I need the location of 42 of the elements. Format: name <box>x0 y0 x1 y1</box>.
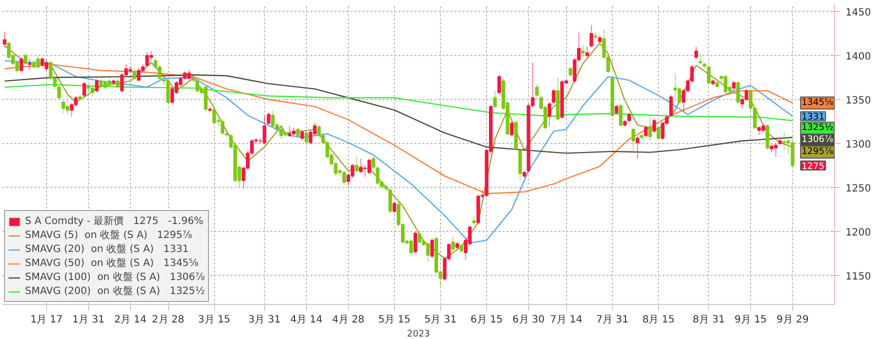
legend-label: SMAVG (5) on 收盤 (S A) 1295⅞ <box>25 229 192 242</box>
x-tick-label: 2月 14 <box>114 314 146 326</box>
x-tick-label: 5月 31 <box>424 314 457 326</box>
x-tick-label: 1月 31 <box>72 314 105 326</box>
line-series <box>4 84 794 122</box>
line-series <box>4 60 794 244</box>
x-tick-label: 7月 14 <box>550 314 582 326</box>
x-tick-label: 8月 15 <box>642 314 675 326</box>
legend-label: S A Comdty - 最新價 1275 -1.96% <box>25 214 204 228</box>
annotation: 1331 <box>802 112 824 123</box>
y-tick-label: 1400 <box>846 52 871 63</box>
x-tick-label: 4月 28 <box>332 314 364 326</box>
legend-label: SMAVG (20) on 收盤 (S A) 1331 <box>25 243 189 256</box>
annotation: 1275 <box>802 162 824 172</box>
legend-label: SMAVG (50) on 收盤 (S A) 1345⅝ <box>25 257 198 270</box>
x-tick-label: 6月 15 <box>470 314 503 326</box>
y-tick-label: 1350 <box>846 96 871 107</box>
y-tick-label: 1150 <box>846 271 871 282</box>
x-tick-label: 1月 17 <box>30 314 63 326</box>
legend-label: SMAVG (100) on 收盤 (S A) 1306⅞ <box>25 271 205 284</box>
y-tick-label: 1250 <box>846 183 871 194</box>
x-tick-label: 2月 28 <box>152 314 184 326</box>
annotation: 1295⅞ <box>802 147 834 158</box>
x-tick-label: 3月 31 <box>248 314 281 326</box>
x-tick-label: 9月 15 <box>734 314 767 326</box>
x-axis-title: 2023 <box>407 330 430 339</box>
annotation: 1306⅞ <box>802 135 834 146</box>
annotation: 1325½ <box>802 123 834 134</box>
y-tick-label: 1200 <box>846 227 871 238</box>
x-tick-label: 8月 31 <box>692 314 725 326</box>
line-series <box>4 64 794 194</box>
annotation: 1345⅝ <box>802 98 834 108</box>
legend-label: SMAVG (200) on 收盤 (S A) 1325½ <box>25 285 205 298</box>
x-tick-label: 7月 31 <box>596 314 628 326</box>
line-series <box>4 74 794 154</box>
x-tick-label: 9月 29 <box>776 314 809 326</box>
x-tick-label: 3月 15 <box>198 314 230 326</box>
x-tick-label: 5月 15 <box>378 314 411 326</box>
x-tick-label: 6月 30 <box>512 314 545 326</box>
y-tick-label: 1300 <box>846 140 871 151</box>
x-tick-label: 4月 14 <box>290 314 323 326</box>
y-tick-label: 1450 <box>846 8 871 19</box>
